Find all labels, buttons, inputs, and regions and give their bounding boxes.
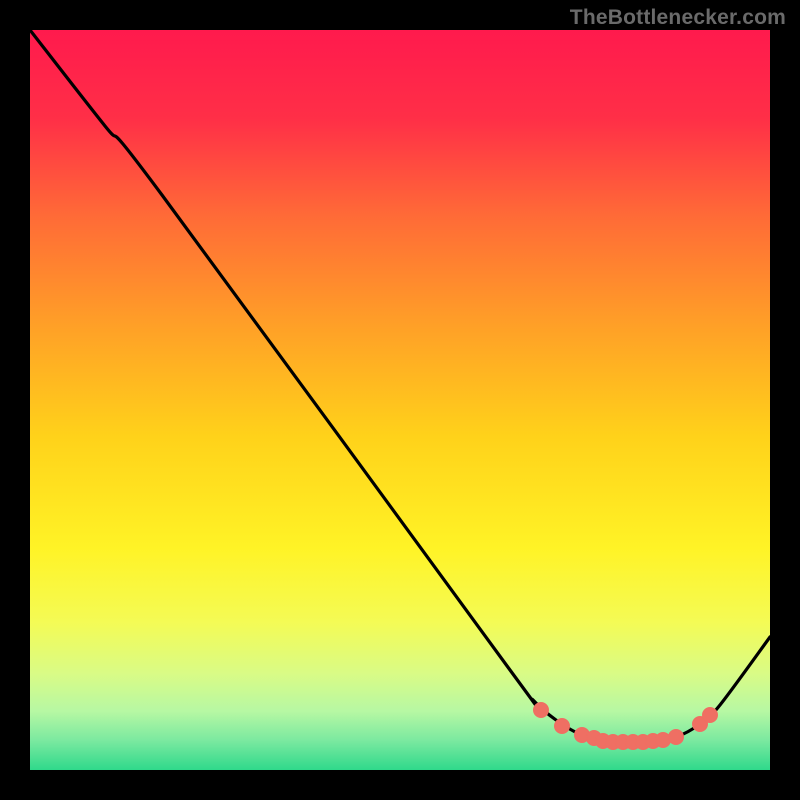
data-marker xyxy=(534,703,549,718)
plot-area xyxy=(30,30,770,770)
data-marker xyxy=(656,733,671,748)
data-marker xyxy=(703,708,718,723)
data-marker xyxy=(669,730,684,745)
bottleneck-curve-chart xyxy=(0,0,800,800)
chart-container: TheBottlenecker.com xyxy=(0,0,800,800)
watermark-text: TheBottlenecker.com xyxy=(570,6,786,30)
data-marker xyxy=(555,719,570,734)
